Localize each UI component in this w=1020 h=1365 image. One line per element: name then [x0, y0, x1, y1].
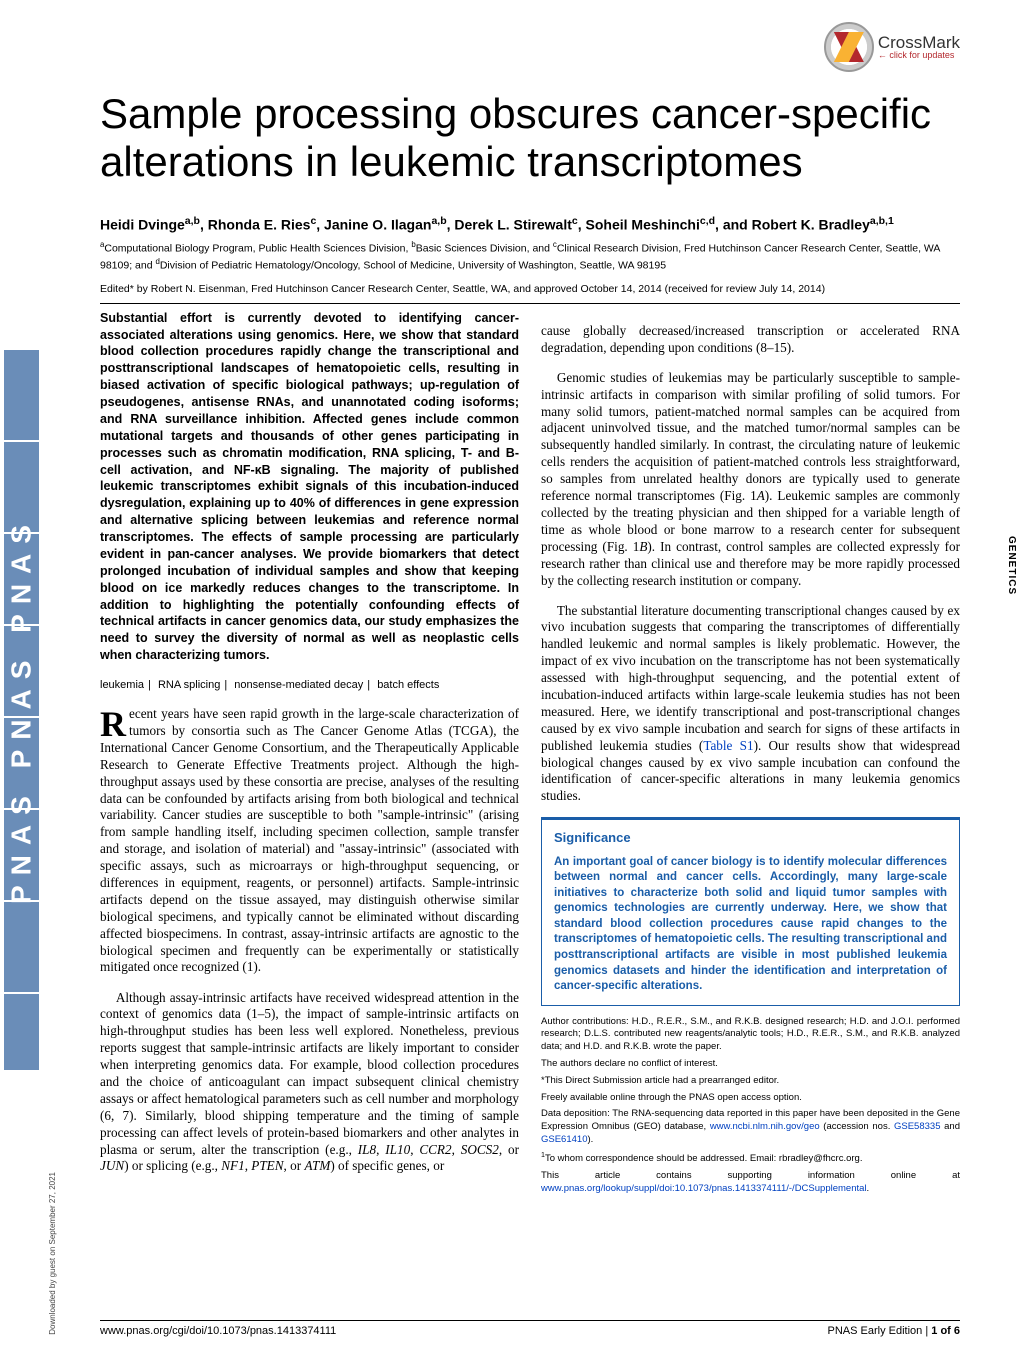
keyword: batch effects — [377, 679, 439, 691]
body-paragraph: The substantial literature documenting t… — [541, 603, 960, 806]
page-footer: www.pnas.org/cgi/doi/10.1073/pnas.141337… — [100, 1320, 960, 1337]
correspondence: 1To whom correspondence should be addres… — [541, 1151, 960, 1166]
keyword: RNA splicing — [158, 679, 220, 691]
crossmark-sub: ← click for updates — [878, 51, 960, 60]
author-list: Heidi Dvingea,b, Rhonda E. Riesc, Janine… — [100, 215, 960, 233]
abstract: Substantial effort is currently devoted … — [100, 310, 519, 664]
keyword: leukemia — [100, 679, 144, 691]
supporting-info: This article contains supporting informa… — [541, 1170, 960, 1196]
crossmark-label: CrossMark — [878, 34, 960, 51]
footnotes: Author contributions: H.D., R.E.R., S.M.… — [541, 1016, 960, 1196]
pnas-side-banner: PNAS PNAS PNAS — [4, 350, 39, 1070]
significance-box: Significance An important goal of cancer… — [541, 817, 960, 1005]
data-deposition: Data deposition: The RNA-sequencing data… — [541, 1108, 960, 1146]
left-column: Substantial effort is currently devoted … — [100, 310, 519, 1200]
crossmark-badge[interactable]: CrossMark ← click for updates — [824, 22, 960, 72]
body-paragraph: cause globally decreased/increased trans… — [541, 323, 960, 357]
crossmark-icon — [824, 22, 874, 72]
edited-by: Edited* by Robert N. Eisenman, Fred Hutc… — [100, 283, 960, 295]
footer-page: PNAS Early Edition | 1 of 6 — [828, 1325, 960, 1337]
download-note: Downloaded by guest on September 27, 202… — [48, 1172, 57, 1335]
right-column: cause globally decreased/increased trans… — [541, 310, 960, 1200]
section-tab-genetics: GENETICS — [1003, 530, 1020, 601]
open-access: Freely available online through the PNAS… — [541, 1092, 960, 1105]
keywords: leukemia| RNA splicing| nonsense-mediate… — [100, 678, 519, 692]
body-paragraph: Genomic studies of leukemias may be part… — [541, 370, 960, 590]
dropcap: R — [100, 706, 129, 740]
significance-body: An important goal of cancer biology is t… — [554, 855, 947, 995]
affiliations: aComputational Biology Program, Public H… — [100, 240, 960, 272]
significance-title: Significance — [554, 830, 947, 847]
body-paragraph: Although assay-intrinsic artifacts have … — [100, 990, 519, 1176]
author-contributions: Author contributions: H.D., R.E.R., S.M.… — [541, 1016, 960, 1054]
two-column-body: Substantial effort is currently devoted … — [100, 310, 960, 1200]
divider — [100, 303, 960, 304]
article-title: Sample processing obscures cancer-specif… — [100, 90, 960, 187]
body-paragraph: Recent years have seen rapid growth in t… — [100, 706, 519, 976]
conflict-statement: The authors declare no conflict of inter… — [541, 1058, 960, 1071]
keyword: nonsense-mediated decay — [234, 679, 363, 691]
direct-submission: *This Direct Submission article had a pr… — [541, 1075, 960, 1088]
footer-doi[interactable]: www.pnas.org/cgi/doi/10.1073/pnas.141337… — [100, 1325, 336, 1337]
